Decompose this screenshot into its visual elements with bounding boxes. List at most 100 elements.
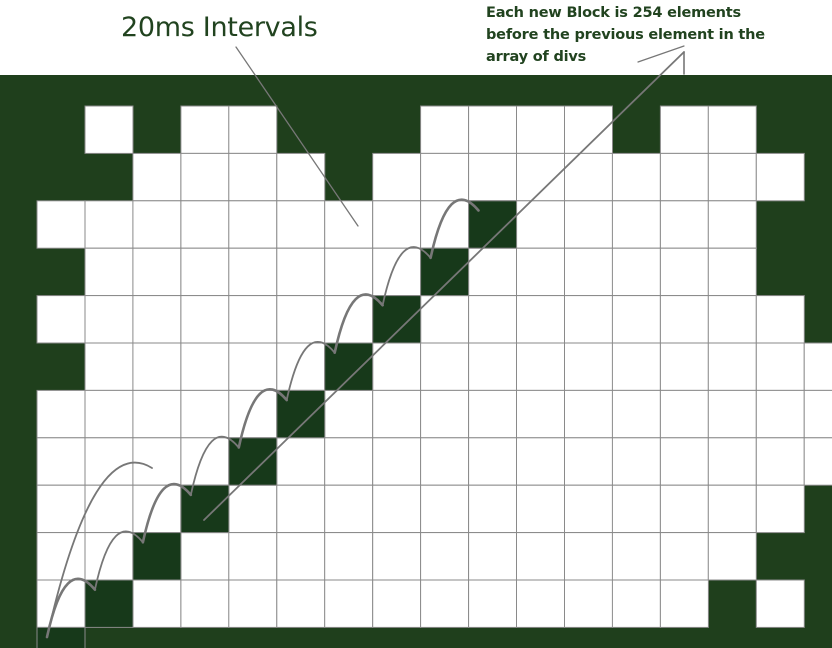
- grid-cell: [180, 200, 230, 249]
- grid-cell: [228, 247, 278, 297]
- grid-cell: [468, 437, 518, 486]
- grid-cell: [324, 579, 374, 628]
- grid-cell: [36, 389, 86, 439]
- grid-cell: [276, 532, 326, 581]
- grid-cell: [180, 105, 230, 154]
- grid-cell: [611, 342, 661, 391]
- grid-cell: [755, 152, 805, 202]
- grid-cell: [659, 247, 709, 297]
- grid-cell: [228, 389, 278, 439]
- grid-cell: [84, 532, 134, 581]
- grid-cell: [372, 342, 422, 391]
- grid-cell: [611, 295, 661, 344]
- grid-cell: [84, 295, 134, 344]
- grid-cell: [564, 152, 613, 202]
- grid-cell: [132, 152, 182, 202]
- note-pointer-line: [203, 51, 685, 521]
- grid-cell: [324, 484, 374, 534]
- grid-cell: [468, 295, 518, 344]
- grid-cell: [84, 105, 134, 154]
- grid-cell: [420, 200, 470, 249]
- grid-cell: [132, 295, 182, 344]
- annotation-lines: [203, 45, 685, 521]
- grid-cell: [84, 437, 134, 486]
- grid-cell: [755, 295, 805, 344]
- grid-cell: [707, 200, 757, 249]
- grid-cell: [707, 389, 757, 439]
- grid-cell: [516, 342, 565, 391]
- grid-cell: [372, 200, 422, 249]
- grid-cell: [468, 152, 518, 202]
- grid-cell: [611, 437, 661, 486]
- grid-cell: [84, 389, 134, 439]
- dark-block-1: [36, 626, 86, 648]
- grid-cell: [707, 484, 757, 534]
- grid-cell: [611, 200, 661, 249]
- grid-cell: [420, 389, 470, 439]
- grid-cell: [420, 105, 470, 154]
- grid-cell: [276, 579, 326, 628]
- grid-cell: [659, 532, 709, 581]
- grid-cell: [84, 484, 134, 534]
- grid-cell: [707, 342, 757, 391]
- grid-cell: [180, 532, 230, 581]
- grid-cell: [372, 532, 422, 581]
- grid-cell: [132, 200, 182, 249]
- grid-cell: [564, 247, 613, 297]
- grid-cell: [611, 152, 661, 202]
- grid-cell: [468, 105, 518, 154]
- block-note: Each new Block is 254 elements before th…: [486, 2, 816, 68]
- grid-cell: [516, 579, 565, 628]
- grid-cell: [180, 247, 230, 297]
- grid-cell: [276, 200, 326, 249]
- grid-cell: [180, 152, 230, 202]
- interval-arc: [285, 341, 336, 401]
- grid-cell: [707, 105, 757, 154]
- grid-cell: [468, 342, 518, 391]
- grid-cell: [659, 437, 709, 486]
- grid-cell: [36, 579, 86, 628]
- grid-cell: [324, 200, 374, 249]
- grid-cell: [36, 437, 86, 486]
- grid-cell: [180, 389, 230, 439]
- grid-cell: [324, 437, 374, 486]
- grid-cell: [564, 437, 613, 486]
- grid-cell: [228, 342, 278, 391]
- grid-cell: [659, 484, 709, 534]
- grid-cell: [132, 342, 182, 391]
- grid-cell: [755, 437, 805, 486]
- grid-cell: [420, 532, 470, 581]
- grid-cell: [803, 389, 832, 439]
- grid-cell: [564, 342, 613, 391]
- grid-cell: [324, 295, 374, 344]
- grid-cell: [659, 152, 709, 202]
- grid-cell: [228, 105, 278, 154]
- grid-cell: [516, 247, 565, 297]
- interval-arc: [94, 530, 144, 591]
- grid-cell: [468, 389, 518, 439]
- grid-cell: [755, 579, 805, 628]
- grid-cell: [468, 484, 518, 534]
- grid-cell: [564, 295, 613, 344]
- grid-cell: [132, 389, 182, 439]
- title-pointer-line: [235, 46, 359, 227]
- grid-cell: [132, 484, 182, 534]
- grid-cell: [420, 579, 470, 628]
- interval-arc: [141, 482, 193, 544]
- grid-cell: [372, 484, 422, 534]
- interval-arc: [46, 461, 153, 638]
- interval-arc: [45, 577, 97, 639]
- grid-cell: [180, 342, 230, 391]
- grid-cell: [36, 200, 86, 249]
- grid-cell: [420, 437, 470, 486]
- grid-cell: [564, 389, 613, 439]
- grid-cell: [468, 579, 518, 628]
- grid-cell: [228, 532, 278, 581]
- grid-cell: [420, 342, 470, 391]
- grid-cell: [276, 437, 326, 486]
- grid-cell: [228, 200, 278, 249]
- grid-cell: [755, 389, 805, 439]
- grid-cell: [372, 579, 422, 628]
- cell-grid: [36, 105, 832, 648]
